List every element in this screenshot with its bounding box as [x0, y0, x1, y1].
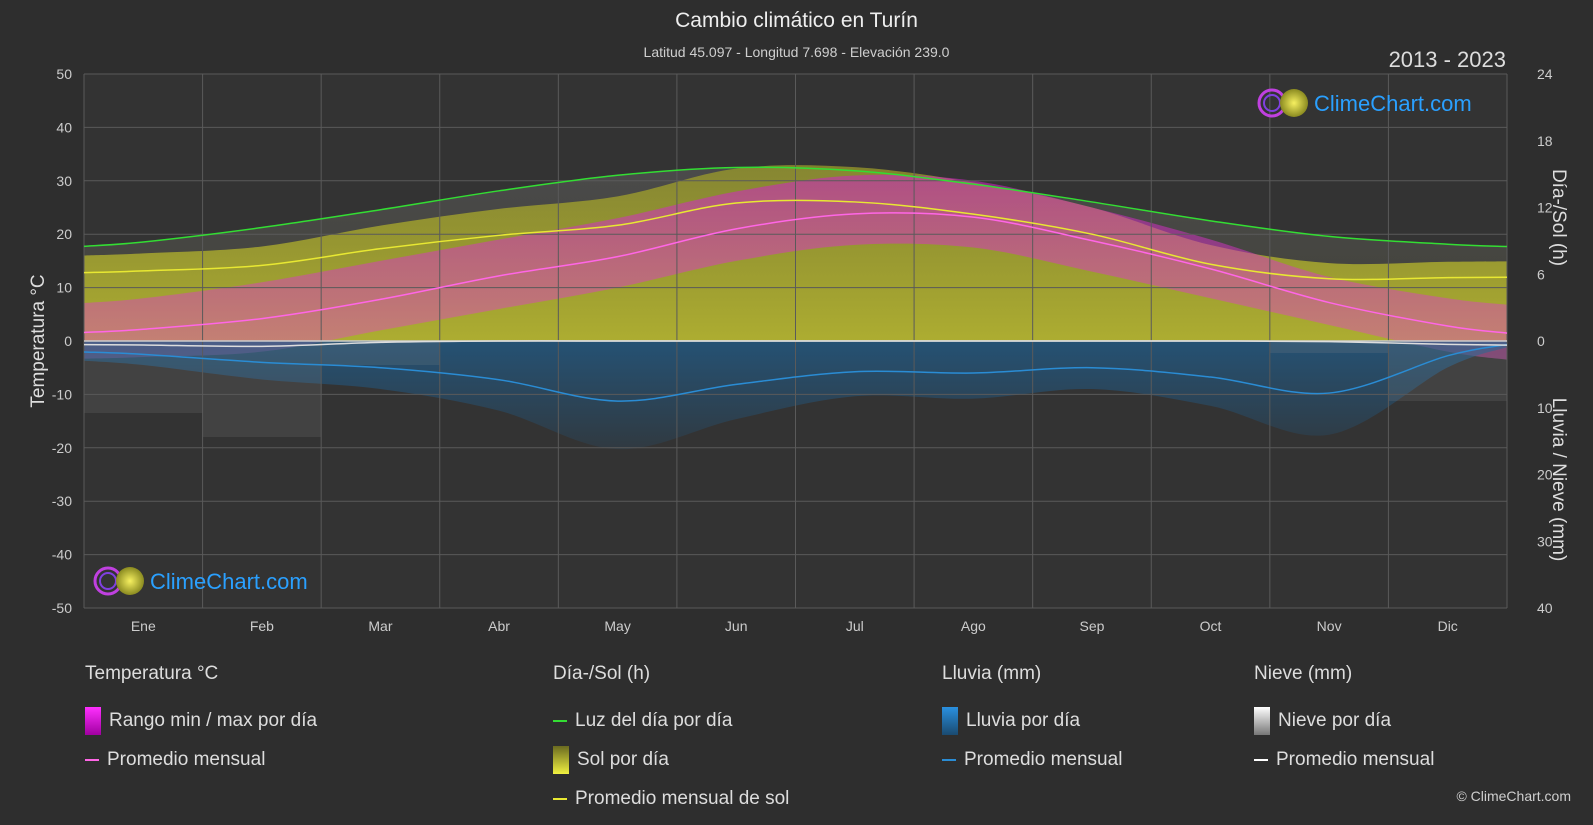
x-tick-month: Sep: [1079, 618, 1104, 634]
x-tick-month: Ene: [131, 618, 156, 634]
y-axis-left-label: Temperatura °C: [28, 274, 49, 407]
legend-snow: Nieve (mm) Nieve por día Promedio mensua…: [1254, 663, 1434, 779]
legend-temp-avg-label: Promedio mensual: [107, 748, 266, 770]
y-tick-left: -30: [52, 493, 72, 509]
climate-chart: 50 40 30 20 10 0 -10 -20 -30 -40 -50 24 18 12 6 0 10 20 30…: [28, 66, 1569, 634]
snow-bar: [1269, 341, 1389, 353]
y-tick-left: -50: [52, 600, 72, 616]
y-tick-left: -10: [52, 386, 72, 402]
chart-subtitle: Latitud 45.097 - Longitud 7.698 - Elevac…: [643, 44, 950, 60]
snow-avg-line: [83, 340, 1508, 348]
sun-avg-line: [83, 199, 1508, 281]
legend-daylight-label: Luz del día por día: [575, 709, 733, 731]
temp-avg-line: [83, 212, 1508, 334]
y-tick-left: 20: [56, 226, 72, 242]
x-tick-month: Abr: [488, 618, 510, 634]
y-tick-right-hours: 12: [1537, 200, 1553, 216]
y-tick-left: 40: [56, 119, 72, 135]
y-tick-right-hours: 6: [1537, 266, 1545, 282]
snow-bar: [1388, 341, 1507, 401]
legend-rain-avg-label: Promedio mensual: [964, 748, 1123, 770]
y-tick-left: 0: [64, 333, 72, 349]
daylight-swatch: [553, 719, 567, 722]
x-tick-month: May: [604, 618, 630, 634]
rain-avg-swatch: [942, 758, 956, 761]
rain-avg-line: [83, 343, 1508, 402]
copyright: © ClimeChart.com: [1456, 788, 1571, 804]
legend-temperature: Temperatura °C Rango min / max por día P…: [85, 663, 317, 779]
legend-snow-header: Nieve (mm): [1254, 663, 1353, 684]
y-tick-right-mm: 10: [1537, 400, 1553, 416]
brand-logo-bottom: ClimeChart.com: [93, 566, 308, 596]
sun-avg-swatch: [553, 797, 567, 800]
x-tick-month: Dic: [1438, 618, 1458, 634]
snow-avg-swatch: [1254, 758, 1268, 761]
range-swatch: [85, 706, 101, 735]
legend-sun-label: Sol por día: [577, 748, 669, 770]
temp-avg-swatch: [85, 758, 99, 761]
y-tick-left: -40: [52, 547, 72, 563]
y-tick-right-mm: 40: [1537, 600, 1553, 616]
legend-daysun-header: Día-/Sol (h): [553, 663, 651, 684]
chart-title: Cambio climático en Turín: [675, 9, 918, 32]
legend-temperature-header: Temperatura °C: [85, 663, 219, 684]
rain-swatch: [942, 706, 958, 735]
legend-rain-label: Lluvia por día: [966, 709, 1081, 731]
y-tick-right-hours: 24: [1537, 66, 1553, 82]
brand-logo-top: ClimeChart.com: [1257, 88, 1472, 118]
y-tick-left: -20: [52, 440, 72, 456]
year-range: 2013 - 2023: [1388, 47, 1506, 72]
x-tick-month: Feb: [250, 618, 274, 634]
x-tick-month: Jul: [846, 618, 864, 634]
x-tick-month: Nov: [1317, 618, 1342, 634]
legend-range-label: Rango min / max por día: [109, 709, 318, 731]
legend-snow-label: Nieve por día: [1278, 709, 1392, 731]
snow-bar: [321, 341, 440, 365]
legend-sun-avg-label: Promedio mensual de sol: [575, 787, 790, 809]
y-tick-left: 10: [56, 280, 72, 296]
y-axis-right-bottom-label: Lluvia / Nieve (mm): [1548, 398, 1569, 562]
sun-swatch: [553, 745, 569, 774]
daylight-line: [83, 166, 1508, 248]
x-tick-month: Mar: [368, 618, 392, 634]
x-tick-month: Ago: [961, 618, 986, 634]
legend-snow-avg-label: Promedio mensual: [1276, 748, 1435, 770]
y-tick-right-hours: 18: [1537, 133, 1553, 149]
brand-text-bottom: ClimeChart.com: [150, 569, 308, 594]
y-tick-right-mm: 20: [1537, 467, 1553, 483]
x-tick-month: Oct: [1200, 618, 1222, 634]
legend-rain: Lluvia (mm) Lluvia por día Promedio mens…: [942, 663, 1122, 779]
snow-bar: [202, 341, 322, 437]
y-tick-left: 30: [56, 173, 72, 189]
y-tick-right-hours: 0: [1537, 333, 1545, 349]
y-tick-left: 50: [56, 66, 72, 82]
brand-text-top: ClimeChart.com: [1314, 91, 1472, 116]
y-tick-right-mm: 30: [1537, 533, 1553, 549]
y-axis-right-top-label: Día-/Sol (h): [1548, 169, 1569, 266]
x-tick-month: Jun: [725, 618, 748, 634]
legend-daysun: Día-/Sol (h) Luz del día por día Sol por…: [553, 663, 789, 818]
snow-swatch: [1254, 706, 1270, 735]
legend-rain-header: Lluvia (mm): [942, 663, 1042, 684]
